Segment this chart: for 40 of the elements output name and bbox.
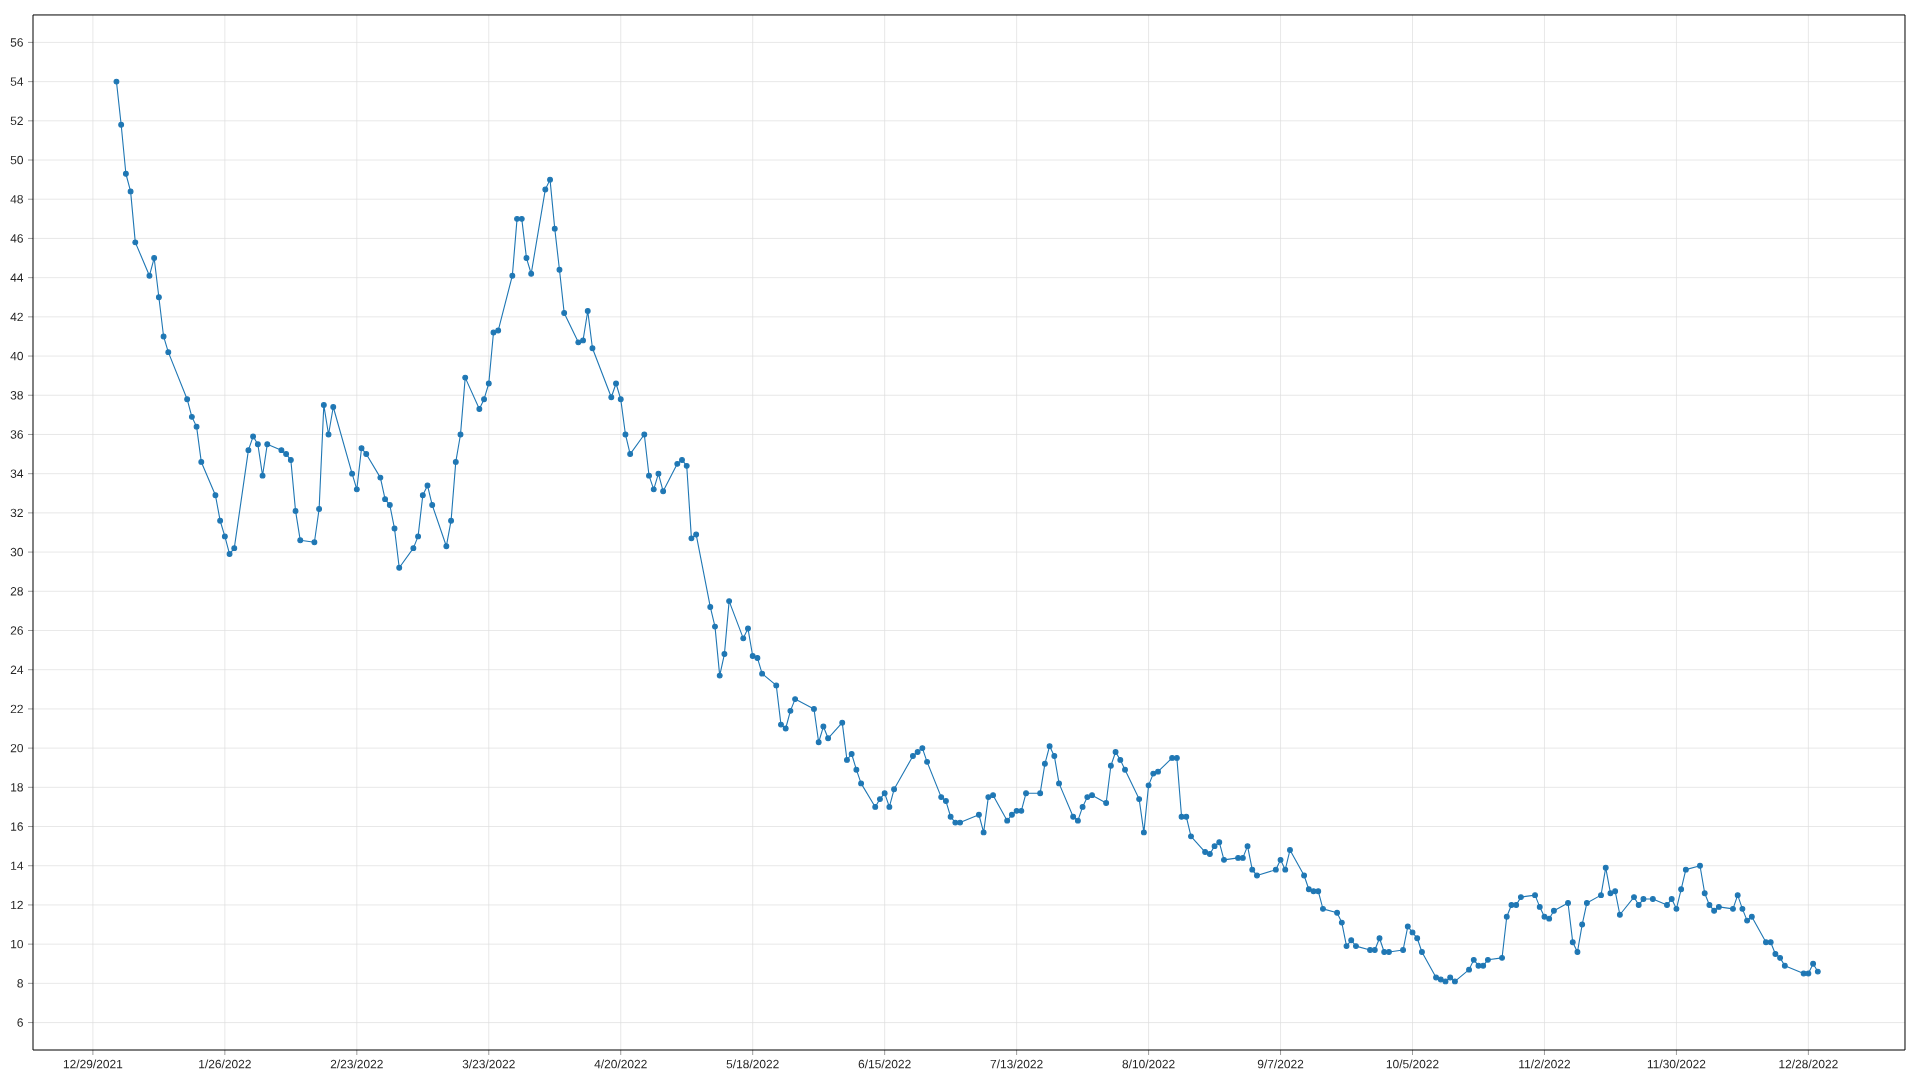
y-tick-label: 20 [10, 743, 24, 753]
y-tick-label: 42 [10, 312, 23, 322]
x-tick-label: 12/28/2022 [1779, 1059, 1838, 1069]
y-tick-label: 50 [10, 155, 24, 165]
x-tick-label: 8/10/2022 [1122, 1059, 1175, 1069]
y-tick-label: 12 [11, 900, 23, 910]
x-tick-label: 3/23/2022 [462, 1059, 515, 1069]
x-tick-label: 11/2/2022 [1519, 1059, 1570, 1069]
x-tick-label: 5/18/2022 [726, 1059, 779, 1069]
x-tick-label: 12/29/2021 [63, 1059, 123, 1069]
y-tick-label: 48 [10, 195, 23, 204]
y-tick-label: 44 [10, 273, 24, 282]
y-tick-label: 16 [11, 822, 23, 831]
y-tick-label: 30 [10, 547, 24, 557]
y-tick-label: 54 [10, 77, 24, 86]
y-tick-label: 56 [10, 38, 23, 47]
y-tick-label: 6 [17, 1018, 23, 1027]
y-tick-label: 28 [10, 587, 23, 596]
x-tick-label: 10/5/2022 [1386, 1059, 1439, 1069]
y-tick-label: 34 [10, 469, 24, 478]
x-tick-label: 6/15/2022 [858, 1059, 911, 1069]
x-tick-label: 11/30/2022 [1647, 1059, 1706, 1069]
x-tick-label: 2/23/2022 [330, 1059, 383, 1069]
x-tick-label: 1/26/2022 [199, 1059, 251, 1069]
y-tick-label: 14 [11, 861, 24, 870]
y-tick-label: 22 [10, 704, 23, 714]
y-tick-label: 52 [10, 116, 23, 126]
x-tick-label: 7/13/2022 [990, 1059, 1043, 1069]
y-tick-label: 18 [11, 783, 23, 792]
y-tick-label: 32 [10, 508, 23, 518]
y-tick-label: 8 [17, 979, 23, 988]
y-tick-label: 38 [10, 391, 23, 400]
y-tick-label: 46 [10, 234, 23, 243]
x-tick-label: 9/7/2022 [1257, 1059, 1304, 1069]
y-tick-label: 40 [10, 351, 24, 361]
y-tick-label: 10 [11, 939, 24, 949]
y-tick-label: 26 [10, 626, 23, 635]
y-tick-label: 24 [10, 665, 24, 674]
y-tick-label: 36 [10, 430, 23, 439]
x-tick-label: 4/20/2022 [594, 1059, 647, 1069]
